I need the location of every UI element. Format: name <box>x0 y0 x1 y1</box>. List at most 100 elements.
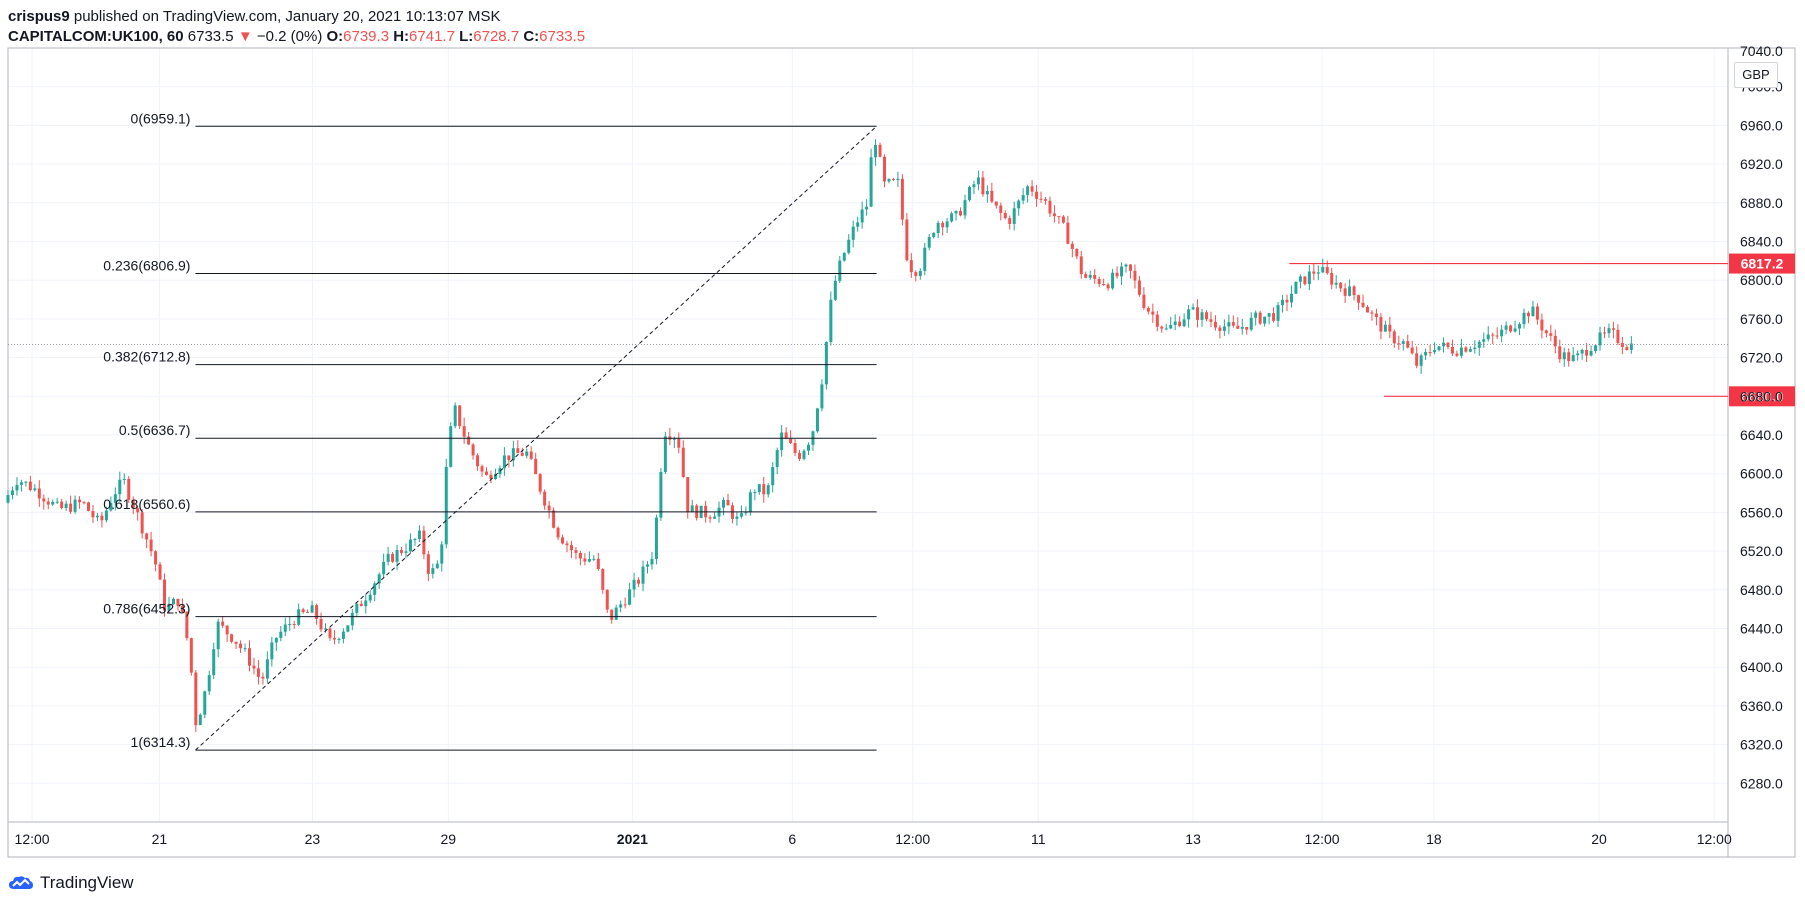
candle <box>659 471 663 518</box>
candle <box>1388 324 1392 332</box>
candle <box>1464 347 1468 352</box>
candle <box>1240 326 1244 329</box>
candle <box>95 515 99 518</box>
candle <box>1111 272 1115 289</box>
candle <box>538 474 542 492</box>
candle <box>950 213 954 222</box>
candle <box>1419 355 1423 366</box>
candle <box>941 222 945 228</box>
candle <box>1531 306 1535 317</box>
candle <box>525 451 529 456</box>
candle <box>1625 347 1629 351</box>
candle <box>1325 267 1329 273</box>
open-value: 6739.3 <box>343 28 390 45</box>
candle <box>708 517 712 519</box>
candle <box>1218 327 1222 331</box>
candle <box>1316 272 1320 274</box>
high-value: 6741.7 <box>409 28 455 45</box>
currency-badge[interactable]: GBP <box>1734 62 1778 88</box>
x-tick-label: 12:00 <box>15 831 50 847</box>
candle <box>909 260 913 273</box>
candle <box>1258 312 1262 324</box>
y-tick-label: 6480.0 <box>1740 582 1783 598</box>
candle <box>829 299 833 342</box>
candle <box>1236 325 1240 329</box>
candle <box>1151 311 1155 315</box>
candle <box>185 611 189 639</box>
candle <box>1477 341 1481 348</box>
candle <box>990 190 994 202</box>
candle <box>637 579 641 584</box>
y-tick-label: 6800.0 <box>1740 272 1783 288</box>
fib-level-label: 0.786(6452.3) <box>103 601 190 617</box>
candle <box>310 605 314 613</box>
candle <box>1044 199 1048 201</box>
candle <box>453 405 457 427</box>
publisher-name[interactable]: crispus9 <box>8 8 70 25</box>
candle <box>1039 198 1043 200</box>
candle <box>1079 256 1083 275</box>
publish-info: crispus9 published on TradingView.com, J… <box>8 8 501 25</box>
candle <box>753 492 757 494</box>
candle <box>1379 317 1383 332</box>
candle <box>520 453 524 456</box>
candle <box>265 659 269 679</box>
candle <box>1169 324 1173 329</box>
price-axis-level-badge <box>1729 386 1795 407</box>
candle <box>458 405 462 427</box>
candle <box>1057 216 1061 218</box>
candle <box>104 510 108 521</box>
candle <box>1576 353 1580 356</box>
candle <box>1178 321 1182 327</box>
candle <box>824 341 828 385</box>
candle <box>1513 328 1517 332</box>
candle <box>1200 312 1204 320</box>
candle <box>221 621 225 626</box>
candle <box>1535 306 1539 320</box>
candle <box>1580 349 1584 354</box>
candle <box>1070 243 1074 249</box>
candle <box>972 184 976 188</box>
tradingview-logo[interactable]: TradingView <box>8 873 134 893</box>
candle <box>1383 324 1387 332</box>
candle <box>833 280 837 300</box>
candle <box>569 545 573 551</box>
close-label: C: <box>523 28 540 45</box>
candle <box>435 563 439 569</box>
candle <box>645 564 649 567</box>
candle <box>851 226 855 240</box>
candle <box>386 553 390 562</box>
candle <box>1611 328 1615 330</box>
open-label: O: <box>326 28 344 45</box>
candle <box>1321 267 1325 273</box>
candle <box>726 499 730 506</box>
candle <box>744 512 748 514</box>
candle <box>722 499 726 508</box>
candle <box>1213 321 1217 328</box>
candle <box>1263 316 1267 324</box>
candle <box>55 501 59 503</box>
candle <box>820 384 824 409</box>
candle <box>1339 282 1343 289</box>
y-tick-label: 6360.0 <box>1740 698 1783 714</box>
candle <box>1017 200 1021 209</box>
candle <box>1410 347 1414 354</box>
candle <box>923 247 927 271</box>
symbol-label[interactable]: CAPITALCOM:UK100, 60 <box>8 28 184 45</box>
candle <box>261 676 265 679</box>
candle <box>1504 325 1508 330</box>
candle <box>131 499 135 509</box>
y-tick-label: 6440.0 <box>1740 621 1783 637</box>
candle <box>945 221 949 228</box>
candle <box>1459 347 1463 356</box>
candle <box>1312 271 1316 274</box>
candle <box>507 455 511 461</box>
chart-frame <box>7 47 1796 858</box>
candle <box>426 554 430 574</box>
low-value: 6728.7 <box>473 28 520 45</box>
candle <box>932 233 936 237</box>
candle <box>869 157 873 207</box>
candle <box>431 568 435 574</box>
y-tick-label: 6760.0 <box>1740 311 1783 327</box>
